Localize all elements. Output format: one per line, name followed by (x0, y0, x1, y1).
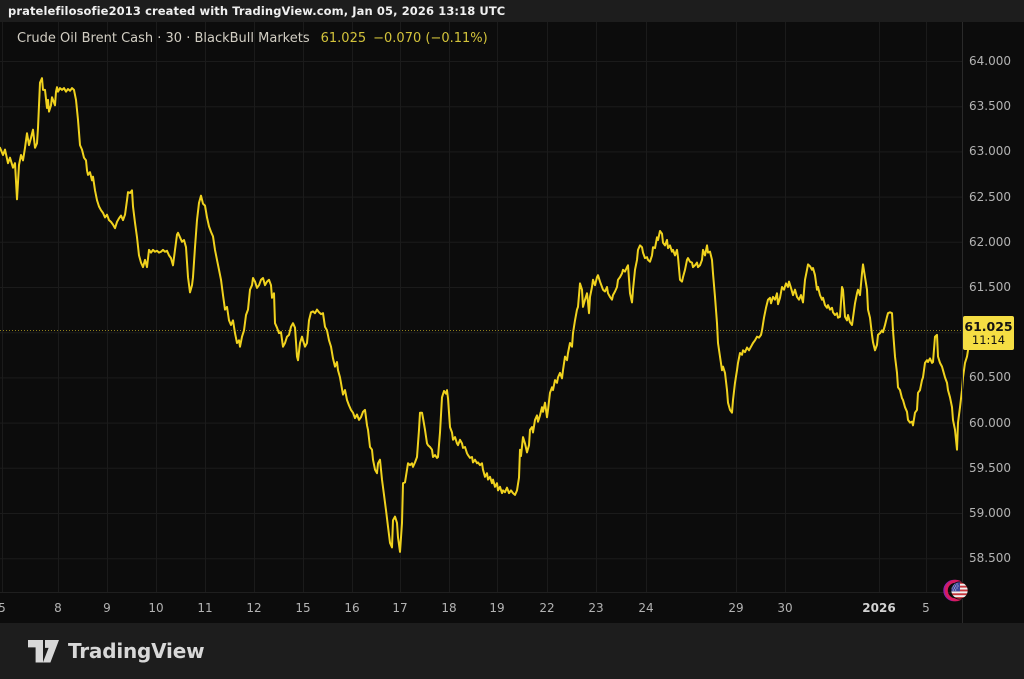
time-scale-label: 17 (392, 601, 408, 615)
bar-countdown: 11:14 (971, 332, 1006, 347)
symbol-title: Crude Oil Brent Cash · 30 · BlackBull Ma… (17, 31, 310, 46)
tradingview-mark-icon (28, 639, 59, 663)
price-scale-label: 63.500 (969, 99, 1011, 114)
time-scale-label: 11 (197, 601, 213, 615)
time-scale-border (0, 592, 962, 593)
time-scale-label: 19 (489, 601, 505, 615)
time-scale-label: 5 (0, 601, 6, 615)
price-scale-label: 60.000 (969, 415, 1011, 430)
legend-change: −0.070 (−0.11%) (373, 31, 488, 46)
time-scale-label: 18 (441, 601, 457, 615)
tradingview-logo[interactable]: TradingView (28, 639, 205, 663)
time-scale-label: 29 (728, 601, 744, 615)
time-scale-label: 22 (539, 601, 555, 615)
time-scale-label: 24 (638, 601, 654, 615)
price-series-line (0, 77, 985, 553)
time-scale-label: 30 (777, 601, 793, 615)
current-price-badge[interactable]: 61.025 11:14 (963, 315, 1014, 350)
attribution-bar: pratelefilosofie2013 created with Tradin… (0, 0, 1024, 22)
time-scale-label: 10 (148, 601, 164, 615)
time-scale-label: 5 (922, 601, 930, 615)
price-scale-label: 61.500 (969, 280, 1011, 294)
legend-last-price: 61.025 (320, 31, 367, 46)
price-scale-label: 60.500 (969, 370, 1011, 385)
time-scale-label: 8 (54, 601, 62, 615)
price-scale-border (962, 22, 963, 623)
time-scale-label: 9 (103, 601, 111, 615)
price-scale-label: 59.500 (969, 460, 1011, 475)
price-scale-label: 64.000 (969, 54, 1011, 68)
price-scale-label: 62.500 (969, 189, 1011, 204)
current-price-value: 61.025 (964, 318, 1013, 334)
time-scale-label: 12 (246, 601, 262, 615)
time-scale-label: 16 (344, 601, 360, 615)
price-scale-label: 63.000 (969, 144, 1011, 159)
footer-bar: TradingView (0, 623, 1024, 679)
price-scale-label: 59.000 (969, 506, 1011, 520)
time-scale-label: 23 (588, 601, 604, 615)
symbol-legend[interactable]: Crude Oil Brent Cash · 30 · BlackBull Ma… (17, 31, 488, 46)
attribution-text: pratelefilosofie2013 created with Tradin… (8, 4, 506, 18)
tradingview-wordmark: TradingView (68, 639, 205, 663)
time-scale-label: 15 (295, 601, 311, 615)
price-scale-label: 58.500 (969, 551, 1011, 566)
time-scale-label: 2026 (862, 601, 896, 615)
price-scale-label: 62.000 (969, 234, 1011, 249)
us-flag-icon (941, 577, 975, 604)
